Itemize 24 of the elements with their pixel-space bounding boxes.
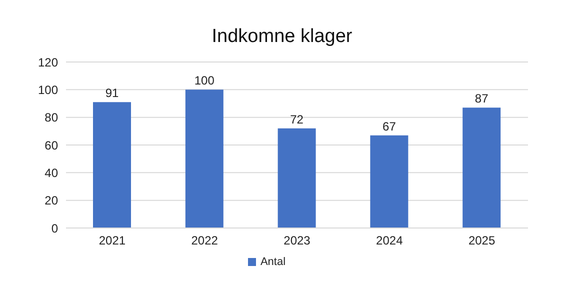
x-tick-label: 2024: [376, 234, 404, 248]
x-tick-label: 2023: [284, 234, 311, 248]
y-tick-label: 0: [51, 221, 58, 236]
bar: [93, 102, 131, 228]
x-tick-label: 2025: [468, 234, 496, 248]
data-label: 91: [105, 86, 119, 100]
data-label: 72: [290, 112, 304, 126]
y-tick-label: 60: [44, 138, 58, 152]
y-tick-label: 100: [38, 82, 58, 97]
data-label: 87: [474, 92, 489, 106]
y-tick-label: 80: [44, 110, 58, 125]
bar: [370, 135, 408, 228]
x-tick-label: 2022: [191, 234, 218, 248]
y-tick-label: 20: [44, 194, 58, 208]
data-label: 100: [194, 74, 215, 88]
bar: [278, 128, 316, 228]
y-tick-label: 120: [38, 55, 58, 70]
bar: [185, 90, 224, 228]
bar: [462, 108, 501, 228]
y-tick-label: 40: [44, 166, 58, 180]
chart-title: Indkomne klager: [210, 25, 354, 49]
x-tick-label: 2021: [98, 234, 126, 248]
legend-label: Antal: [260, 256, 286, 268]
data-label: 67: [382, 119, 396, 134]
